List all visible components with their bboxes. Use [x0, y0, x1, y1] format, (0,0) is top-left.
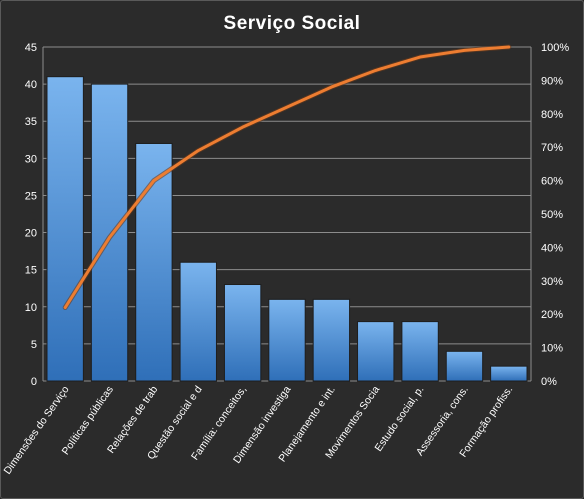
bar	[223, 284, 262, 382]
cumulative-line	[63, 45, 511, 310]
right-y-axis: 0% 10% 20% 30% 40% 50% 60% 70% 80% 90% 100%	[541, 42, 569, 388]
category-label: Dimensões do Serviço	[2, 384, 72, 477]
right-tick-label: 0%	[541, 376, 557, 388]
bar	[135, 142, 173, 382]
right-tick-label: 30%	[541, 276, 563, 288]
left-tick-label: 40	[25, 79, 37, 91]
bar	[357, 321, 395, 382]
left-tick-label: 45	[25, 42, 37, 54]
right-tick-label: 10%	[541, 343, 563, 355]
cumulative-line-shadow	[62, 44, 512, 311]
bar	[268, 298, 306, 382]
bar	[401, 321, 439, 382]
bar	[490, 365, 528, 382]
bar	[179, 261, 217, 382]
right-tick-label: 70%	[541, 142, 563, 154]
left-tick-label: 0	[31, 376, 37, 388]
right-tick-label: 60%	[541, 176, 563, 188]
right-tick-label: 50%	[541, 209, 563, 221]
left-tick-label: 15	[25, 265, 37, 277]
left-tick-label: 30	[25, 153, 37, 165]
right-tick-label: 80%	[541, 109, 563, 121]
bar	[90, 83, 129, 382]
chart-title: Serviço Social	[224, 13, 361, 34]
right-tick-label: 90%	[541, 75, 563, 87]
bar	[46, 76, 84, 382]
bar-series	[46, 76, 528, 382]
left-tick-label: 20	[25, 228, 37, 240]
left-tick-label: 25	[25, 190, 37, 202]
left-tick-label: 10	[25, 302, 37, 314]
right-tick-label: 20%	[541, 309, 563, 321]
left-tick-label: 5	[31, 339, 37, 351]
left-y-axis: 0 5 10 15 20 25 30 35 40 45	[25, 42, 532, 388]
left-tick-label: 35	[25, 116, 37, 128]
right-tick-label: 100%	[541, 42, 569, 54]
bar	[312, 298, 351, 382]
bar	[445, 350, 484, 382]
cumulative-line-series	[62, 44, 512, 311]
right-tick-label: 40%	[541, 242, 563, 254]
